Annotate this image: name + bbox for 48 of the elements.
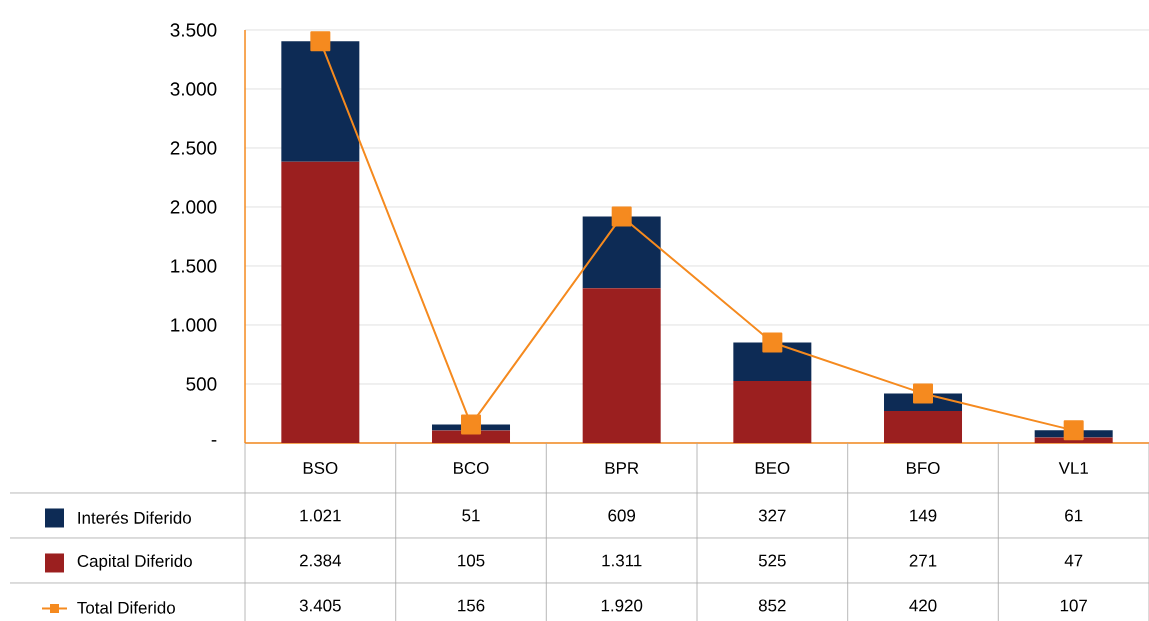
data-label: 149 [910,509,937,522]
data-label: 107 [1060,599,1087,612]
bar [582,216,661,289]
point [1063,420,1084,441]
y-tick-label: 3.000 [170,82,217,96]
bar [884,411,963,443]
data-label: 105 [458,554,485,567]
point [762,332,783,353]
data-label: 47 [1064,554,1083,567]
x-tick-label: VL1 [1058,462,1088,474]
y-tick-label: 2.500 [170,141,217,155]
y-tick-label: - [211,440,217,442]
bar [582,288,661,443]
legend-label: Interés Diferido [78,511,191,524]
x-tick-label: BPR [605,462,639,474]
point [611,206,632,227]
data-label: 156 [458,599,485,612]
data-label: 525 [758,554,786,567]
data-label: 1.920 [601,599,643,612]
bar [281,161,360,443]
data-label: 3.405 [299,599,341,612]
y-tick-label: 2.000 [170,200,217,214]
x-tick-label: BFO [906,461,940,474]
point [310,31,331,52]
data-label: 2.384 [299,554,341,567]
bar [281,41,360,162]
point [461,414,482,435]
bar [733,381,812,443]
data-label: 420 [909,599,937,612]
y-tick-label: 1.500 [171,259,217,273]
point [913,383,934,404]
y-tick-label: 1.000 [171,318,217,332]
data-label: 51 [462,509,480,522]
y-tick-label: 500 [186,377,217,391]
data-label: 61 [1065,509,1083,522]
data-label: 1.311 [602,554,642,567]
legend-label: Total Diferido [77,601,175,614]
data-label: 1.021 [300,509,341,522]
x-tick-label: BSO [303,461,338,474]
bar [733,342,812,382]
x-tick-label: BEO [755,461,790,474]
data-label: 327 [758,509,786,522]
data-label: 271 [909,554,937,567]
legend-label: Capital Diferido [77,554,192,571]
x-tick-label: BCO [454,461,489,474]
data-label: 852 [758,599,786,612]
data-label: 609 [608,509,636,522]
y-tick-label: 3.500 [170,23,217,37]
